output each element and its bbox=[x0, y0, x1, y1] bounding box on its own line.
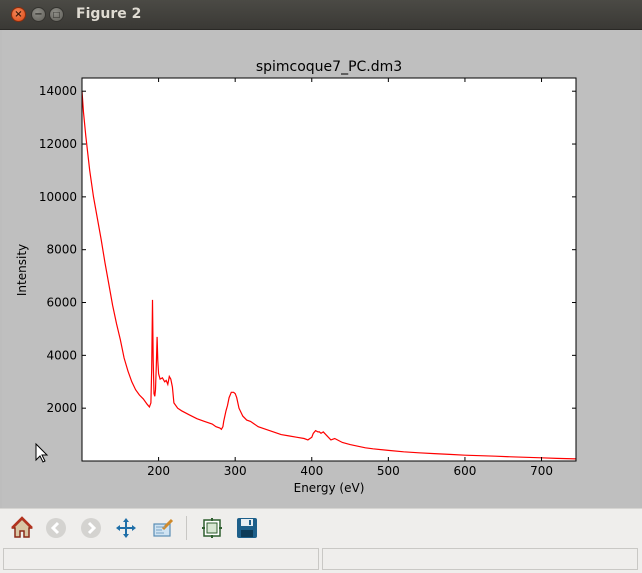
x-tick-label: 500 bbox=[377, 464, 400, 478]
y-tick-label: 6000 bbox=[46, 296, 77, 310]
back-arrow-icon[interactable] bbox=[43, 515, 69, 541]
y-tick-label: 10000 bbox=[39, 190, 77, 204]
chart-svg: 200 300 400 500 600 700 2000 4000 6000 8000 10000 1… bbox=[15, 59, 577, 495]
y-tick-label: 12000 bbox=[39, 137, 77, 151]
configure-subplots-icon[interactable] bbox=[199, 515, 225, 541]
zoom-to-rect-icon[interactable] bbox=[150, 515, 176, 541]
y-tick-label: 14000 bbox=[39, 84, 77, 98]
y-tick-label: 8000 bbox=[46, 243, 77, 257]
forward-arrow-icon[interactable] bbox=[78, 515, 104, 541]
toolbar-separator bbox=[186, 516, 187, 540]
figure-canvas[interactable]: 200 300 400 500 600 700 2000 4000 6000 8000 10000 1… bbox=[2, 30, 640, 508]
y-tick-label: 4000 bbox=[46, 348, 77, 362]
home-icon[interactable] bbox=[9, 515, 35, 541]
y-axis-label: Intensity bbox=[15, 244, 29, 296]
save-disk-icon[interactable] bbox=[234, 515, 260, 541]
x-axis-label: Energy (eV) bbox=[294, 481, 365, 495]
x-tick-label: 400 bbox=[300, 464, 323, 478]
status-coordinates bbox=[322, 548, 638, 570]
x-tick-label: 200 bbox=[147, 464, 170, 478]
mouse-cursor-icon bbox=[35, 442, 49, 463]
minimize-icon[interactable]: − bbox=[31, 7, 46, 22]
x-tick-label: 700 bbox=[530, 464, 553, 478]
window-titlebar: × − □ Figure 2 bbox=[0, 0, 642, 30]
axes-frame bbox=[81, 77, 577, 462]
plot-area[interactable] bbox=[82, 78, 576, 461]
maximize-icon[interactable]: □ bbox=[49, 7, 64, 22]
status-message bbox=[3, 548, 319, 570]
x-tick-label: 300 bbox=[224, 464, 247, 478]
y-tick-label: 2000 bbox=[46, 401, 77, 415]
close-icon[interactable]: × bbox=[11, 7, 26, 22]
status-bar bbox=[0, 546, 642, 573]
series-line-0 bbox=[81, 91, 577, 460]
pan-move-icon[interactable] bbox=[113, 515, 139, 541]
x-tick-label: 600 bbox=[453, 464, 476, 478]
chart-title: spimcoque7_PC.dm3 bbox=[256, 59, 402, 75]
navigation-toolbar bbox=[0, 508, 642, 546]
window-title: Figure 2 bbox=[76, 6, 142, 22]
